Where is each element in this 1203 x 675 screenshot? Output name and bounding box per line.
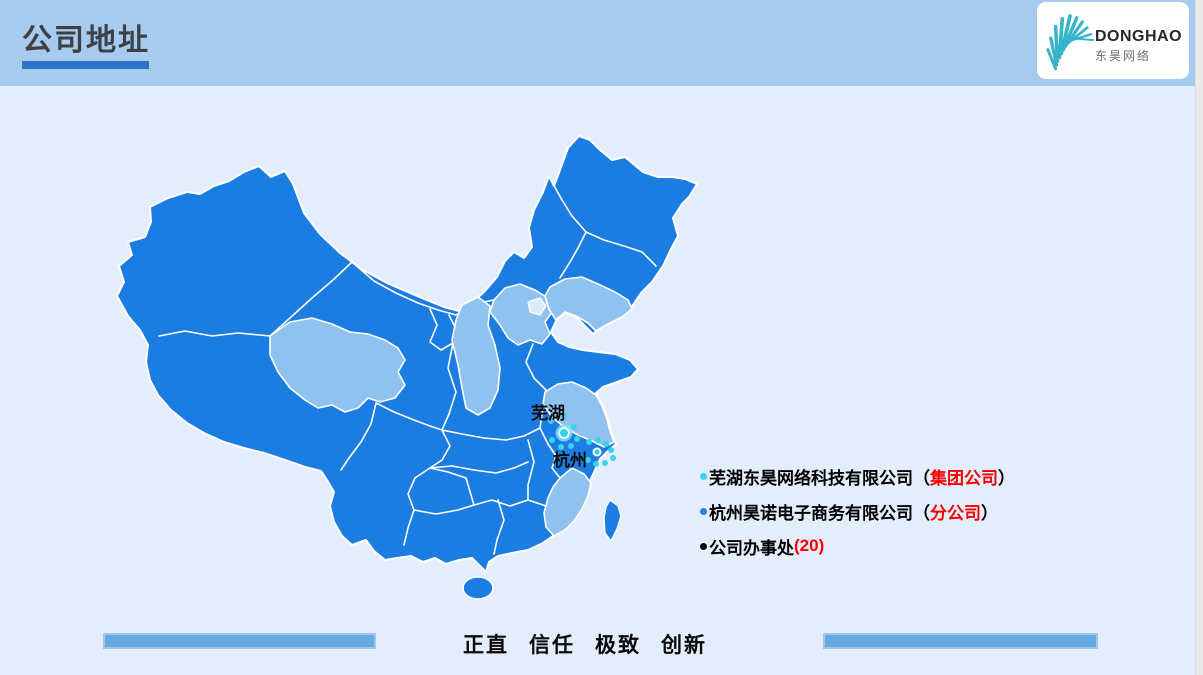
page-title: 公司地址 (22, 24, 150, 57)
feather-fan-icon (1046, 14, 1095, 71)
wuhu-label: 芜湖 (531, 403, 565, 423)
legend-company-name: 公司办事处 (709, 538, 794, 558)
legend-item-group-company: 芜湖东昊网络科技有限公司 （ 集团公司 ） (700, 465, 1015, 488)
china-mainland-shape (116, 135, 698, 573)
legend: 芜湖东昊网络科技有限公司 （ 集团公司 ） 杭州昊诺电子商务有限公司 （ 分公司… (700, 465, 1015, 570)
legend-bullet-cyan (700, 472, 707, 480)
logo-brand: DONGHAO (1095, 28, 1183, 45)
province-shanxi (451, 296, 501, 416)
legend-bullet-blue (700, 507, 707, 515)
island-taiwan (603, 498, 622, 543)
legend-item-branch-company: 杭州昊诺电子商务有限公司 （ 分公司 ） (700, 500, 1015, 523)
province-jiangsu (542, 381, 615, 448)
motto-word: 正直 (463, 634, 509, 657)
paren-open: （ (913, 468, 930, 488)
paren-open: （ (913, 503, 930, 523)
decorative-bar-right (823, 633, 1098, 649)
legend-tag: 集团公司 (930, 468, 998, 488)
legend-company-name: 杭州昊诺电子商务有限公司 (709, 503, 913, 523)
province-beijing (527, 297, 547, 316)
logo-card: DONGHAO 东昊网络 (1037, 2, 1189, 79)
title-block: 公司地址 (22, 24, 150, 69)
paren-close: ） (998, 468, 1015, 488)
motto-word: 信任 (529, 634, 575, 657)
title-underline (22, 61, 149, 69)
hangzhou-marker (592, 447, 602, 457)
province-borders (158, 181, 657, 555)
legend-bullet-black (700, 542, 707, 550)
hangzhou-label: 杭州 (553, 450, 587, 470)
logo-text: DONGHAO 东昊网络 (1095, 28, 1182, 64)
wuhu-marker (555, 424, 573, 442)
paren-close: ） (981, 503, 998, 523)
header-band: 公司地址 DONGHAO 东昊网络 (0, 0, 1196, 86)
motto-word: 创新 (661, 634, 707, 657)
province-liaoning (544, 276, 633, 332)
values-motto: 正直 信任 极致 创新 (463, 629, 707, 659)
province-hebei (489, 283, 553, 346)
highlighted-provinces (269, 276, 633, 537)
decorative-bar-left (103, 633, 376, 649)
logo-brand-cn: 东昊网络 (1095, 49, 1152, 63)
window-edge-strip (1195, 0, 1203, 675)
province-fujian (543, 467, 592, 537)
island-hainan (462, 576, 494, 600)
province-qinghai (269, 317, 406, 413)
legend-company-name: 芜湖东昊网络科技有限公司 (709, 468, 913, 488)
legend-item-offices: 公司办事处 (20) (700, 535, 1015, 558)
legend-tag: 分公司 (930, 503, 981, 523)
motto-word: 极致 (595, 634, 641, 657)
legend-office-count: (20) (794, 536, 825, 555)
office-dots (548, 413, 616, 467)
